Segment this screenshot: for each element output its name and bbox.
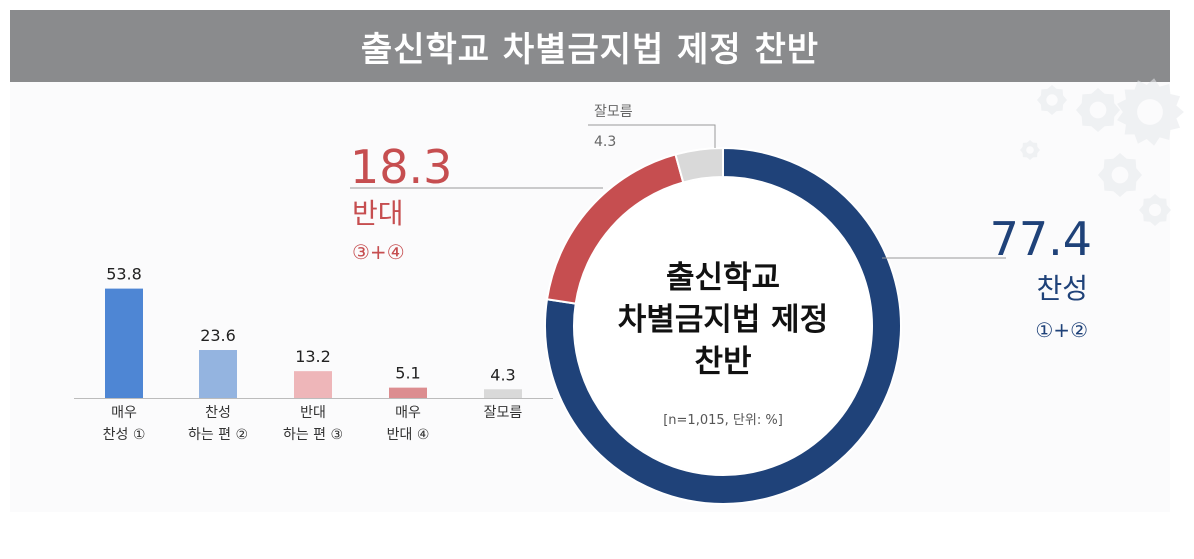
bar-2 xyxy=(199,350,237,398)
x-tick-label: 매우 xyxy=(111,405,137,421)
bar-1 xyxy=(105,288,143,398)
x-tick-label: 하는 편 ③ xyxy=(283,427,343,443)
oppose-sub-label: ③+④ xyxy=(352,240,405,264)
donut-slice-3 xyxy=(674,146,724,184)
gear-decoration-icon xyxy=(1020,78,1184,226)
x-tick-label: 하는 편 ② xyxy=(188,427,248,443)
favor-value-label: 77.4 xyxy=(990,212,1092,266)
x-tick-label: 반대 ④ xyxy=(387,427,430,443)
favor-label: 찬성 xyxy=(1036,272,1088,305)
sample-note: [n=1,015, 단위: %] xyxy=(663,413,783,428)
bar-value-label: 5.1 xyxy=(395,364,420,383)
leader-line-dontknow xyxy=(588,124,716,148)
favor-sub-label: ①+② xyxy=(1035,318,1088,342)
dontknow-value-label: 4.3 xyxy=(594,134,616,150)
chart-title: 출신학교 차별금지법 제정 찬반 xyxy=(360,29,820,70)
bar-value-label: 23.6 xyxy=(200,326,236,345)
donut-center-text: 차별금지법 제정 xyxy=(618,302,828,338)
dontknow-label: 잘모름 xyxy=(594,104,633,120)
gear-hole-icon xyxy=(1137,99,1163,125)
oppose-label: 반대 xyxy=(352,197,404,230)
bar-value-label: 4.3 xyxy=(490,365,515,384)
donut-center-text: 출신학교 xyxy=(666,260,780,296)
bar-value-label: 13.2 xyxy=(295,347,331,366)
donut-center-text: 찬반 xyxy=(694,344,751,380)
donut-center xyxy=(575,178,871,474)
oppose-value-label: 18.3 xyxy=(350,140,452,194)
gear-hole-icon xyxy=(1026,146,1034,154)
title-bar: 출신학교 차별금지법 제정 찬반 xyxy=(10,10,1170,82)
gear-hole-icon xyxy=(1089,101,1107,119)
x-tick-label: 찬성 xyxy=(205,405,231,421)
donut-slice-1 xyxy=(544,146,902,505)
x-tick-label: 매우 xyxy=(395,405,421,421)
x-tick-label: 잘모름 xyxy=(484,405,523,421)
bar-4 xyxy=(389,387,427,398)
x-tick-label: 찬성 ① xyxy=(103,427,146,443)
bar-value-label: 53.8 xyxy=(106,265,142,284)
bar-3 xyxy=(294,371,332,398)
gear-hole-icon xyxy=(1148,203,1162,217)
gear-hole-icon xyxy=(1046,94,1058,106)
bar-5 xyxy=(484,389,522,398)
x-tick-label: 반대 xyxy=(300,405,326,421)
gear-hole-icon xyxy=(1111,166,1129,184)
